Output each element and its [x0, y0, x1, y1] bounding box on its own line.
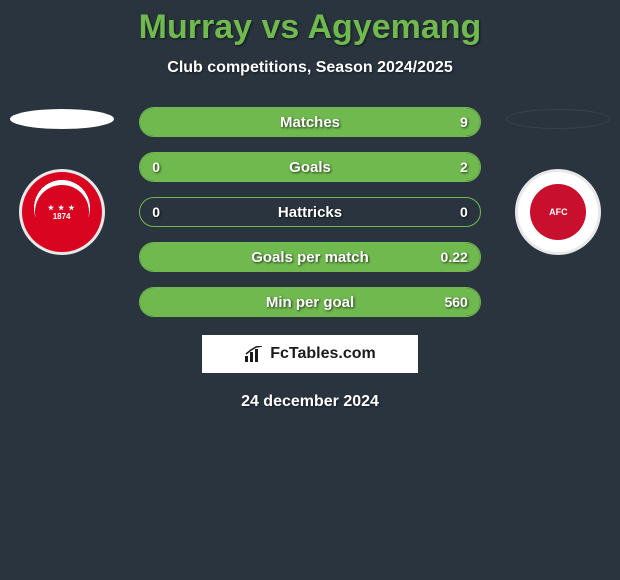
- chart-icon: [244, 346, 264, 362]
- date-text: 24 december 2024: [0, 393, 620, 411]
- stats-column: Matches 9 0 Goals 2 0 Hattricks 0 Goals per matc…: [139, 107, 481, 317]
- right-team-short: AFC: [549, 207, 568, 217]
- left-badge-inner: ★ ★ ★ 1874: [35, 185, 89, 239]
- main-row: ★ ★ ★ 1874 Matches 9 0 Goals 2 0 Hattricks 0 Goa…: [0, 107, 620, 317]
- badge-stars-icon: ★ ★ ★: [48, 204, 76, 212]
- stat-right-value: 560: [444, 294, 467, 310]
- right-ellipse: [506, 109, 610, 129]
- stat-label: Goals: [289, 159, 331, 176]
- subtitle: Club competitions, Season 2024/2025: [0, 59, 620, 77]
- stat-label: Matches: [280, 114, 340, 131]
- stat-right-value: 0.22: [441, 249, 468, 265]
- stat-bar: Matches 9: [139, 107, 481, 137]
- left-column: ★ ★ ★ 1874: [6, 107, 117, 255]
- stat-bar: Goals per match 0.22: [139, 242, 481, 272]
- left-team-year: 1874: [53, 212, 71, 221]
- brand-text: FcTables.com: [270, 345, 376, 363]
- right-team-badge: AFC: [515, 169, 601, 255]
- stat-label: Hattricks: [278, 204, 342, 221]
- left-team-badge: ★ ★ ★ 1874: [19, 169, 105, 255]
- stat-right-value: 2: [460, 159, 468, 175]
- page-title: Murray vs Agyemang: [0, 8, 620, 47]
- right-column: AFC: [503, 107, 614, 255]
- stat-bar: 0 Hattricks 0: [139, 197, 481, 227]
- stat-left-value: 0: [152, 159, 160, 175]
- stat-right-value: 9: [460, 114, 468, 130]
- left-ellipse: [10, 109, 114, 129]
- stat-label: Goals per match: [251, 249, 369, 266]
- stat-right-value: 0: [460, 204, 468, 220]
- stat-label: Min per goal: [266, 294, 354, 311]
- stat-bar: Min per goal 560: [139, 287, 481, 317]
- comparison-card: Murray vs Agyemang Club competitions, Se…: [0, 0, 620, 411]
- stat-bar: 0 Goals 2: [139, 152, 481, 182]
- brand-box[interactable]: FcTables.com: [202, 335, 418, 373]
- stat-left-value: 0: [152, 204, 160, 220]
- right-badge-inner: AFC: [530, 184, 586, 240]
